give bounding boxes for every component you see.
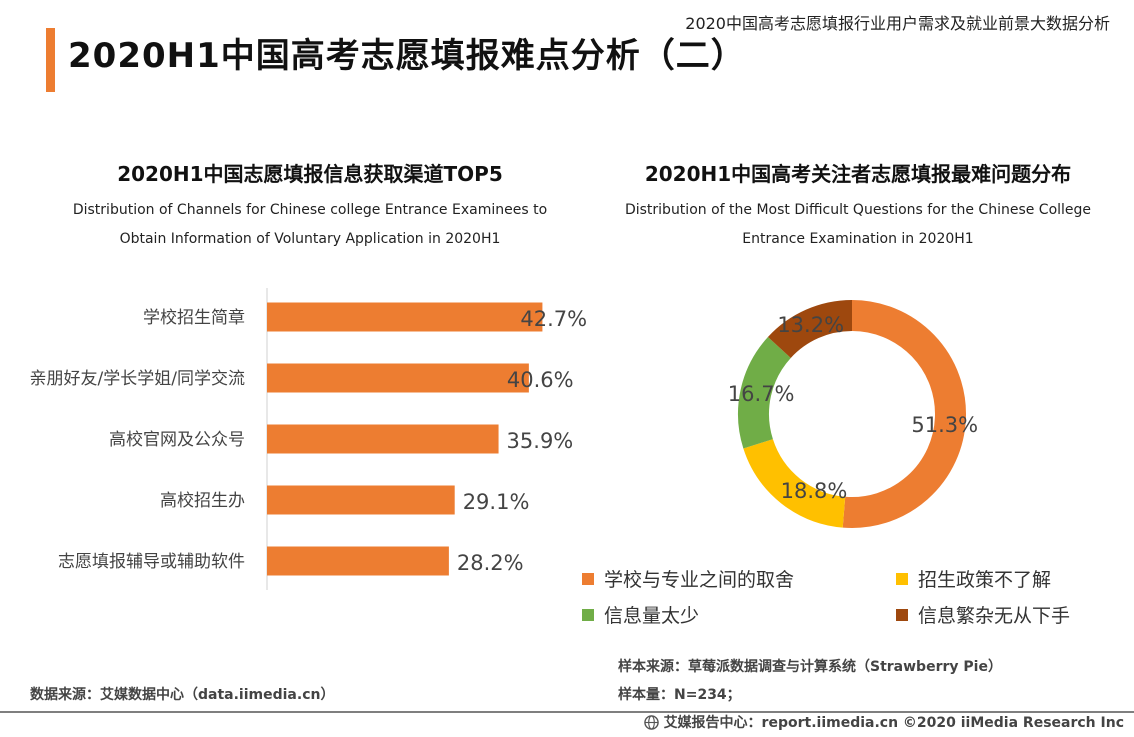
right-chart-subtitle-line2: Entrance Examination in 2020H1 [742, 231, 974, 247]
donut-slice [842, 300, 966, 528]
donut-slice [743, 438, 846, 528]
sample-size: 样本量：N=234； [618, 687, 741, 703]
donut-value-label: 16.7% [728, 382, 795, 406]
legend-label: 招生政策不了解 [918, 569, 1052, 591]
legend-swatch [896, 608, 908, 621]
report-title: 2020中国高考志愿填报行业用户需求及就业前景大数据分析 [685, 14, 1110, 33]
footer-divider [0, 711, 1134, 713]
right-chart-title: 2020H1中国高考关注者志愿填报最难问题分布 [644, 162, 1072, 186]
legend-item: 信息量太少 [582, 601, 699, 628]
bar-value-label: 42.7% [520, 307, 587, 331]
left-chart-subtitle-line2: Obtain Information of Voluntary Applicat… [119, 231, 501, 247]
right-chart-subtitle: Distribution of the Most Difficult Quest… [588, 196, 1128, 254]
bar-category-label: 高校招生办 [160, 491, 245, 511]
bar [267, 485, 455, 515]
legend-item: 信息繁杂无从下手 [896, 601, 1070, 628]
bar-value-label: 29.1% [463, 490, 530, 514]
data-source: 数据来源：艾媒数据中心（data.iimedia.cn） [30, 687, 335, 703]
legend-item: 学校与专业之间的取舍 [582, 565, 794, 592]
footer-copyright: 艾媒报告中心：report.iimedia.cn ©2020 iiMedia R… [643, 712, 1124, 732]
bar [267, 546, 449, 576]
donut-slice [738, 337, 792, 449]
bar-value-label: 35.9% [507, 429, 574, 453]
left-chart-subtitle-line1: Distribution of Channels for Chinese col… [72, 202, 548, 218]
bar [267, 302, 543, 332]
bar-chart: 学校招生简章 42.7% 亲朋好友/学长学姐/同学交流 40.6% 高校官网及公众号 35… [30, 288, 587, 590]
bar-category-label: 高校官网及公众号 [109, 430, 245, 450]
copyright-text: 艾媒报告中心：report.iimedia.cn ©2020 iiMedia R… [663, 715, 1124, 731]
left-chart-title: 2020H1中国志愿填报信息获取渠道TOP5 [117, 162, 503, 186]
bar [267, 424, 499, 454]
bar-category-label: 志愿填报辅导或辅助软件 [58, 552, 245, 572]
donut-value-label: 51.3% [911, 413, 978, 437]
legend-label: 信息量太少 [604, 605, 700, 627]
sample-source: 样本来源：草莓派数据调查与计算系统（Strawberry Pie） [618, 659, 1002, 675]
left-chart-subtitle: Distribution of Channels for Chinese col… [40, 196, 580, 254]
donut-value-label: 13.2% [777, 313, 844, 337]
legend-swatch [582, 608, 594, 621]
donut-slice [767, 300, 853, 359]
legend-label: 信息繁杂无从下手 [918, 605, 1071, 627]
globe-icon [643, 714, 659, 730]
legend-swatch [896, 572, 908, 585]
page-title: 2020H1中国高考志愿填报难点分析（二） [68, 36, 746, 76]
legend-item: 招生政策不了解 [896, 565, 1051, 592]
bar-value-label: 40.6% [507, 368, 574, 392]
bar [267, 363, 529, 393]
bar-category-label: 学校招生简章 [143, 308, 245, 328]
legend-label: 学校与专业之间的取舍 [604, 569, 795, 591]
bar-category-label: 亲朋好友/学长学姐/同学交流 [30, 369, 245, 389]
bar-value-label: 28.2% [457, 551, 524, 575]
donut-value-label: 18.8% [781, 479, 848, 503]
legend-swatch [582, 572, 594, 585]
right-chart-subtitle-line1: Distribution of the Most Difficult Quest… [624, 202, 1092, 218]
donut-chart: 51.3% 18.8% 16.7% 13.2% [728, 300, 978, 528]
title-accent-bar [46, 28, 55, 92]
